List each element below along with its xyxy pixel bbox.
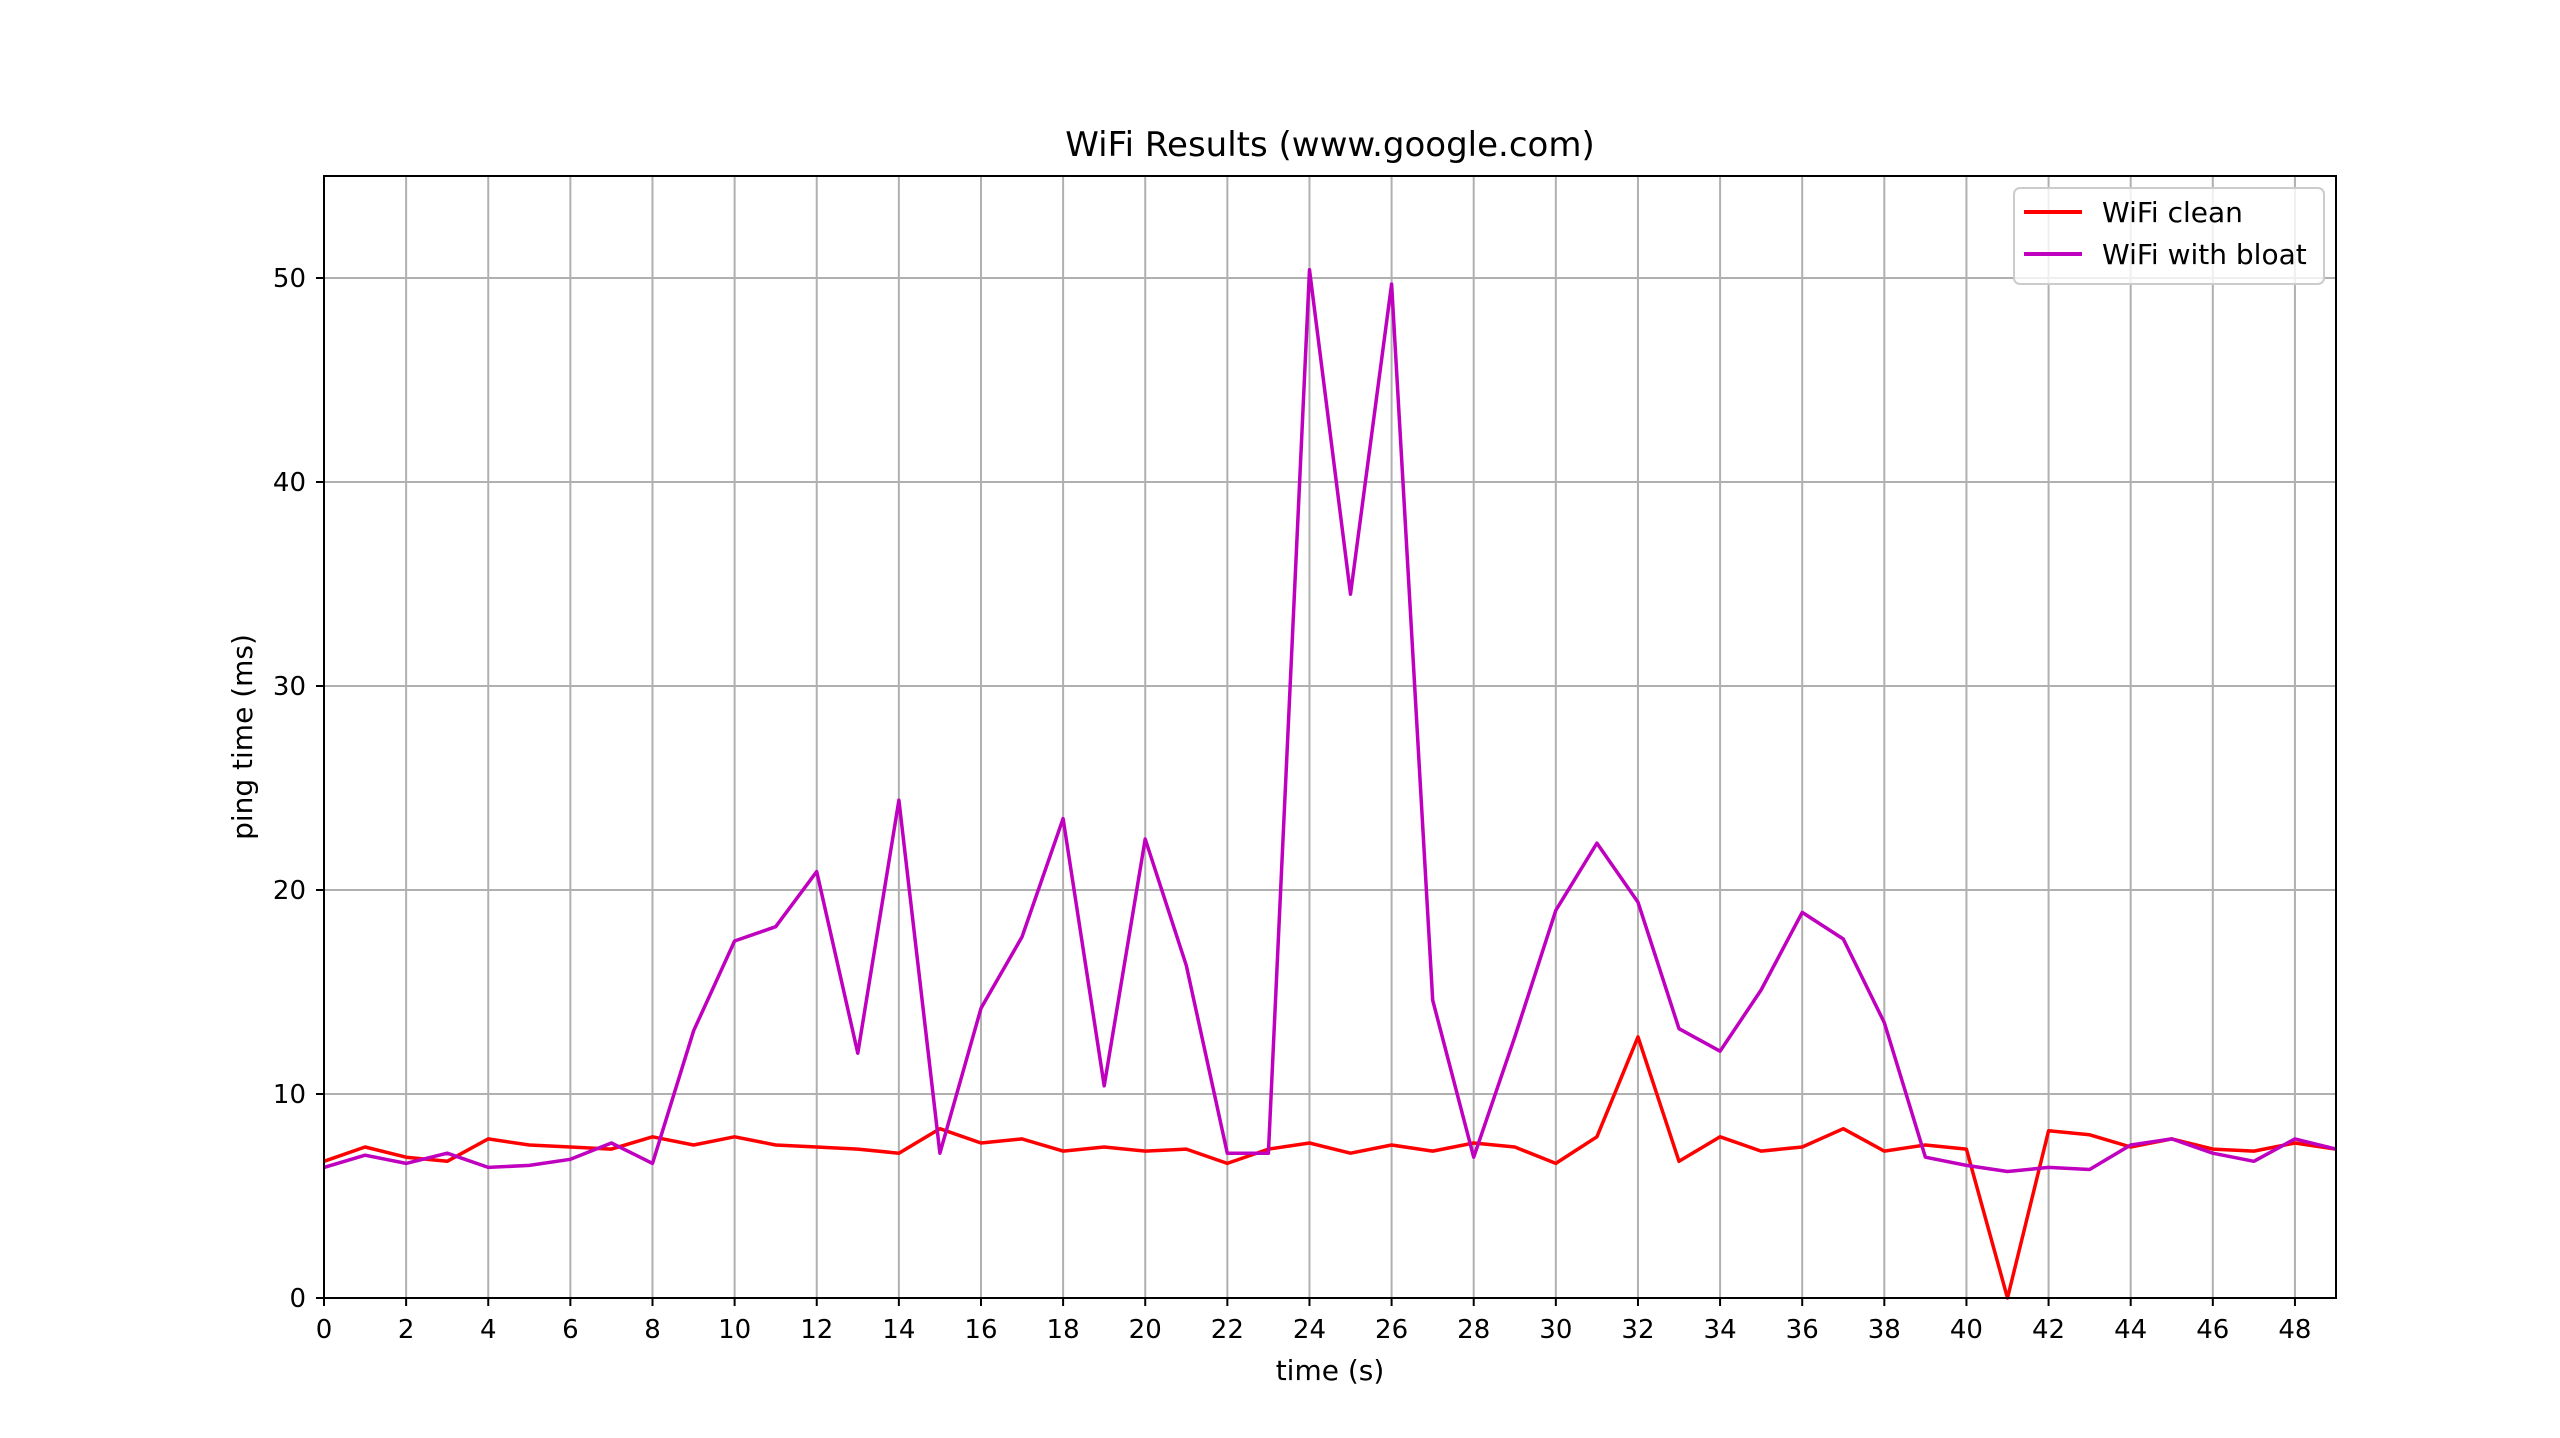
x-tick-label: 22 [1211,1315,1244,1345]
x-tick-label: 24 [1293,1315,1326,1345]
x-tick-label: 46 [2196,1315,2229,1345]
series-line-wifi-with-bloat [323,268,2337,1174]
y-tick-label: 50 [273,264,306,294]
x-tick-label: 10 [718,1315,751,1345]
series-lines [323,268,2337,1300]
legend-label-wifi-clean: WiFi clean [2102,196,2243,229]
y-tick-label: 20 [273,876,306,906]
x-tick-label: 34 [1704,1315,1737,1345]
x-tick-label: 30 [1539,1315,1572,1345]
x-tick-label: 2 [398,1315,415,1345]
x-tick-label: 48 [2278,1315,2311,1345]
x-tick-label: 38 [1868,1315,1901,1345]
chart-title: WiFi Results (www.google.com) [1065,125,1594,165]
y-tick-label: 10 [273,1080,306,1110]
legend-label-wifi-with-bloat: WiFi with bloat [2102,238,2307,271]
x-tick-label: 32 [1621,1315,1654,1345]
x-tick-label: 26 [1375,1315,1408,1345]
x-tick-label: 16 [964,1315,997,1345]
x-axis-ticks: 0 2 4 6 8 10 12 14 16 18 20 22 24 26 28 30 32 34 36 38 40 42 4… [316,1298,2311,1345]
x-tick-label: 14 [882,1315,915,1345]
x-tick-label: 40 [1950,1315,1983,1345]
x-tick-label: 4 [480,1315,497,1345]
x-tick-label: 8 [644,1315,661,1345]
x-tick-label: 18 [1047,1315,1080,1345]
x-tick-label: 28 [1457,1315,1490,1345]
legend: WiFi clean WiFi with bloat [2013,187,2325,285]
y-axis-ticks: 0 10 20 30 40 50 [273,264,324,1314]
x-tick-label: 36 [1786,1315,1819,1345]
x-tick-label: 42 [2032,1315,2065,1345]
x-tick-label: 44 [2114,1315,2147,1345]
legend-box [2013,187,2325,285]
x-tick-label: 12 [800,1315,833,1345]
y-tick-label: 30 [273,672,306,702]
y-tick-label: 0 [289,1284,306,1314]
x-axis-label: time (s) [1276,1354,1385,1387]
x-tick-label: 0 [316,1315,333,1345]
x-tick-label: 6 [562,1315,579,1345]
y-tick-label: 40 [273,468,306,498]
y-axis-label: ping time (ms) [226,634,259,840]
x-tick-label: 20 [1129,1315,1162,1345]
plot-frame [323,175,2337,1299]
